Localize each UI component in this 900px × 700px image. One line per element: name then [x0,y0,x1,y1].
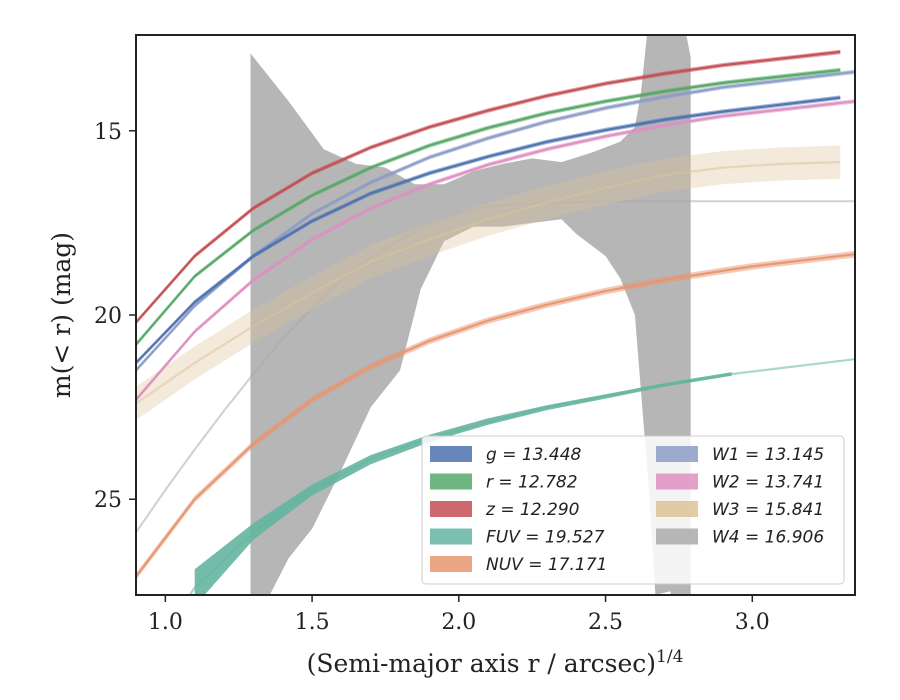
legend-box [421,435,845,585]
series-line-r [136,68,841,346]
series-line-w4 [136,200,855,533]
legend-label-w2: W2 = 13.741 [712,473,824,493]
x-tick-label: 2.0 [441,610,476,635]
legend-label-w3: W3 = 15.841 [712,500,824,520]
series-line-z [136,50,841,324]
x-tick-label: 2.5 [588,610,623,635]
x-tick-label: 3.0 [735,610,770,635]
legend-label-z: z = 12.290 [485,500,579,520]
legend-swatch-nuv [430,556,472,572]
y-tick-label: 15 [94,120,122,145]
y-tick-label: 25 [94,488,122,513]
x-tick-label: 1.5 [295,610,330,635]
legend-swatch-z [430,501,472,517]
legend-swatch-r [430,473,472,490]
legend-swatch-fuv [430,528,472,545]
legend: g = 13.448 r = 12.782 z = 12.290 FUV = 19.5… [421,435,845,585]
x-axis-label: (Semi-major axis r / arcsec)1/4 [307,647,684,678]
series-line-g [136,96,841,364]
legend-swatch-g [430,446,472,462]
series-line-w2 [136,100,855,401]
y-axis-label: m(< r) (mag) [47,232,76,398]
legend-label-w4: W4 = 16.906 [712,528,824,548]
legend-swatch-w1 [656,446,698,462]
series-line-fuv [188,358,855,595]
series-band-w3 [136,145,841,420]
w4-uncertainty-band [250,35,691,595]
series-line-nuv [136,253,855,578]
legend-label-w1: W1 = 13.145 [712,445,824,465]
series-band-nuv [136,250,855,580]
legend-label-nuv: NUV = 17.171 [486,555,607,575]
series-line-w3 [136,161,841,405]
legend-label-fuv: FUV = 19.527 [486,528,605,548]
x-axis: 1.0 1.5 2.0 2.5 3.0 [148,595,770,635]
y-tick-label: 20 [94,304,122,329]
legend-label-r: r = 12.782 [486,473,578,493]
legend-swatch-w3 [656,501,698,517]
legend-swatch-w2 [656,473,698,490]
x-tick-label: 1.0 [148,610,183,635]
y-axis: 15 20 25 [94,120,136,513]
legend-label-g: g = 13.448 [486,445,582,465]
legend-swatch-w4 [656,528,698,545]
